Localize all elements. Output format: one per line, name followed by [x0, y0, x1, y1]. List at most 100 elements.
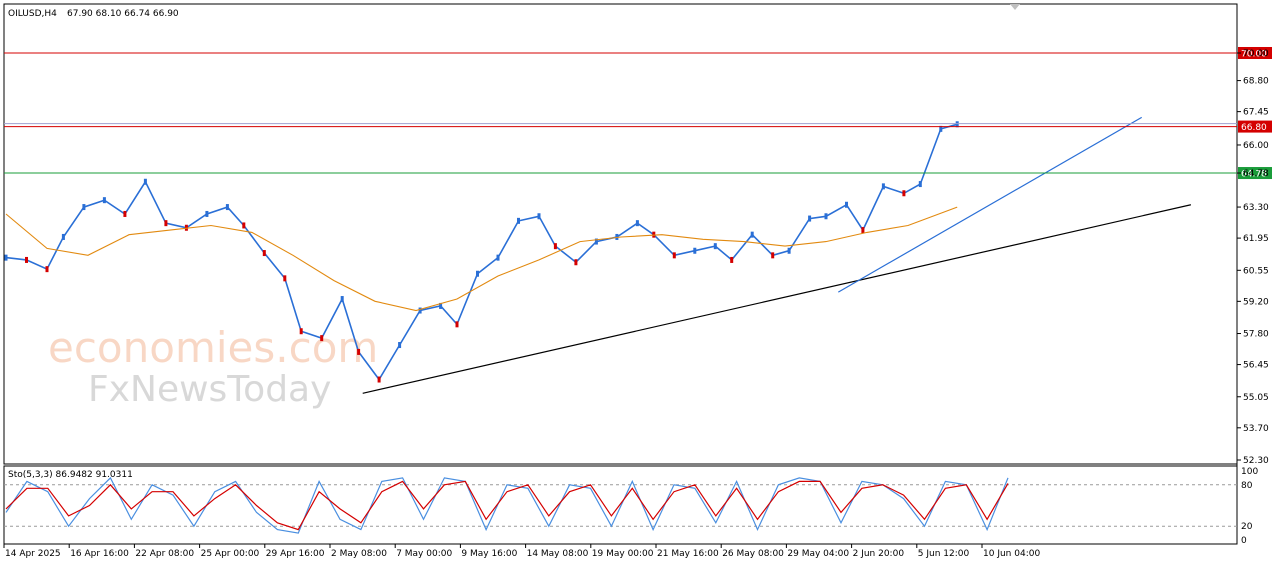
x-tick-label: 29 Apr 16:00 — [266, 549, 325, 559]
price-point — [377, 376, 381, 383]
price-level-tag-label: 64.78 — [1241, 170, 1267, 180]
price-point — [225, 204, 229, 211]
chart-symbol: OILUSD,H4 — [8, 9, 57, 19]
price-point — [262, 250, 266, 257]
price-point — [537, 213, 541, 220]
price-level-tag — [1238, 120, 1272, 133]
stoch-tick-label: 80 — [1241, 481, 1253, 491]
price-point — [594, 238, 598, 245]
y-tick-label: 68.80 — [1243, 77, 1269, 87]
price-point — [25, 256, 28, 263]
x-tick-label: 10 Jun 04:00 — [983, 549, 1040, 559]
price-point — [242, 222, 246, 229]
price-series-line — [5, 123, 958, 381]
price-point — [574, 259, 578, 266]
price-point — [881, 183, 885, 190]
price-point — [939, 125, 943, 132]
x-tick-label: 2 May 08:00 — [331, 549, 387, 559]
price-point — [902, 190, 906, 197]
price-level-tag-label: 66.80 — [1241, 123, 1267, 133]
price-point — [320, 335, 324, 342]
watermark-economies: economies.com — [48, 323, 378, 372]
price-point — [82, 204, 86, 211]
x-tick-label: 29 May 04:00 — [787, 549, 849, 559]
price-point — [824, 213, 828, 220]
x-tick-label: 25 Apr 00:00 — [201, 549, 260, 559]
y-tick-label: 61.95 — [1243, 234, 1269, 244]
stoch-tick-label: 0 — [1241, 536, 1247, 546]
stoch-tick-label: 20 — [1241, 522, 1253, 532]
trendline[interactable] — [838, 116, 1142, 293]
price-point — [102, 197, 106, 204]
price-point — [496, 254, 500, 261]
price-point — [340, 296, 344, 303]
stoch-main-line — [5, 476, 1009, 534]
price-point — [143, 178, 147, 185]
price-level-tag — [1238, 46, 1272, 59]
price-point — [845, 201, 848, 208]
price-point — [955, 121, 959, 128]
y-tick-label: 63.30 — [1243, 203, 1269, 213]
price-point — [283, 275, 287, 282]
scroll-marker-icon[interactable] — [1010, 4, 1020, 10]
price-point — [861, 227, 865, 234]
x-tick-label: 22 Apr 08:00 — [135, 549, 194, 559]
price-point — [4, 254, 8, 261]
price-point — [918, 181, 922, 188]
price-point — [672, 252, 676, 259]
price-point — [61, 233, 65, 240]
trendline[interactable] — [362, 204, 1192, 394]
price-point — [123, 210, 127, 217]
price-point — [808, 215, 812, 222]
y-tick-label: 67.45 — [1243, 108, 1269, 118]
price-level-tag — [1238, 167, 1272, 180]
price-point — [517, 217, 520, 224]
stoch-signal-line — [5, 480, 1009, 531]
x-tick-label: 19 May 00:00 — [592, 549, 654, 559]
price-point — [787, 247, 791, 254]
x-tick-label: 21 May 16:00 — [657, 549, 719, 559]
moving-average-line — [5, 206, 958, 312]
x-tick-label: 2 Jun 20:00 — [853, 549, 905, 559]
y-tick-label: 66.00 — [1243, 141, 1269, 151]
y-tick-label: 64.78 — [1243, 169, 1269, 179]
price-point — [635, 220, 639, 227]
y-tick-label: 70.00 — [1243, 49, 1269, 59]
y-tick-label: 53.70 — [1243, 424, 1269, 434]
x-tick-label: 16 Apr 16:00 — [70, 549, 129, 559]
x-tick-label: 7 May 00:00 — [396, 549, 452, 559]
price-point — [398, 342, 402, 349]
price-point — [164, 220, 168, 227]
watermark-fxnewstoday: FxNewsToday — [88, 369, 331, 410]
x-tick-label: 9 May 16:00 — [461, 549, 517, 559]
price-point — [476, 270, 479, 277]
price-point — [713, 243, 717, 250]
stoch-tick-label: 100 — [1241, 467, 1258, 477]
stochastic-pane-frame — [3, 465, 1238, 545]
price-point — [205, 210, 209, 217]
price-point — [750, 231, 754, 238]
price-point — [439, 302, 443, 309]
x-tick-label: 14 Apr 2025 — [5, 549, 61, 559]
chart-ohlc: 67.90 68.10 66.74 66.90 — [67, 9, 179, 19]
price-point — [357, 348, 361, 355]
y-tick-label: 56.45 — [1243, 361, 1269, 371]
x-tick-label: 5 Jun 12:00 — [918, 549, 970, 559]
stochastic-label: Sto(5,3,3) 86.9482 91.0311 — [8, 470, 133, 480]
price-point — [45, 266, 49, 273]
price-point — [299, 328, 303, 335]
y-tick-label: 59.20 — [1243, 297, 1269, 307]
price-point — [455, 321, 459, 328]
x-tick-label: 14 May 08:00 — [527, 549, 589, 559]
x-tick-label: 26 May 08:00 — [722, 549, 784, 559]
y-tick-label: 57.80 — [1243, 330, 1269, 340]
y-tick-label: 52.30 — [1243, 456, 1269, 466]
price-level-tag-label: 70.00 — [1241, 49, 1267, 59]
price-point — [730, 256, 734, 263]
price-point — [553, 243, 557, 250]
y-tick-label: 60.55 — [1243, 266, 1269, 276]
y-tick-label: 55.05 — [1243, 393, 1269, 403]
price-point — [418, 307, 422, 314]
price-point — [693, 247, 697, 254]
